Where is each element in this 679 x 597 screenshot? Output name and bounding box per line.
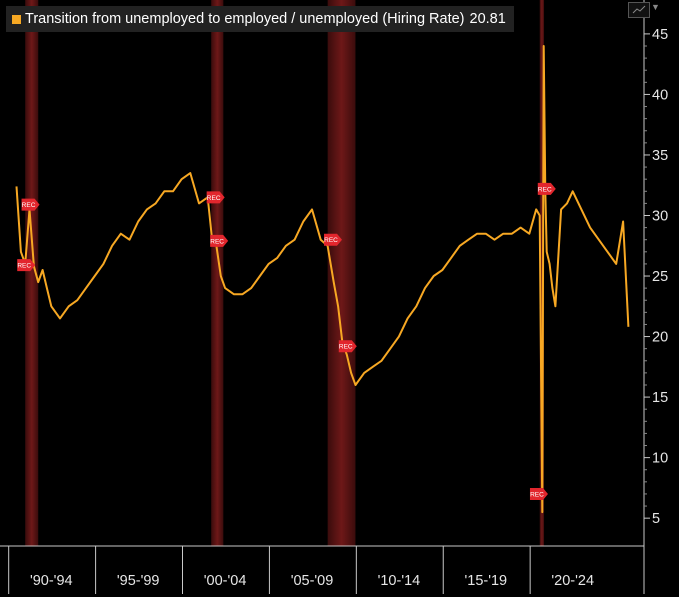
axes: 5 10 15 20 25 30 35 40 45 '90-'94 '95-'99 '00-'04 '0… — [0, 0, 668, 594]
legend: Transition from unemployed to employed /… — [6, 6, 514, 32]
chevron-down-icon[interactable]: ▼ — [651, 2, 660, 12]
rec-marker-shape — [206, 191, 225, 204]
rec-marker-shape — [537, 182, 556, 195]
rec-marker: REC — [529, 487, 548, 500]
x-tick-label: '90-'94 — [30, 573, 73, 589]
rec-marker: REC — [338, 340, 357, 353]
recession-band — [211, 0, 224, 546]
legend-series-name: Transition from unemployed to employed /… — [25, 11, 465, 27]
rec-marker-label: REC — [339, 344, 353, 351]
rec-marker: REC — [17, 259, 36, 272]
legend-last-value: 20.81 — [469, 11, 506, 27]
series-line — [15, 45, 630, 514]
mini-chart-icon — [632, 5, 646, 14]
rec-markers: REC REC REC REC REC REC REC REC — [17, 182, 556, 500]
y-tick-label: 5 — [652, 511, 660, 527]
y-tick-label: 45 — [652, 27, 668, 43]
rec-marker-shape — [21, 198, 40, 211]
x-tick-label: '20-'24 — [551, 573, 594, 589]
rec-marker-shape — [17, 259, 36, 272]
legend-swatch — [12, 14, 21, 24]
y-tick-label: 20 — [652, 330, 668, 346]
recession-band — [25, 0, 39, 546]
rec-marker-label: REC — [538, 186, 552, 193]
y-tick-label: 15 — [652, 390, 668, 406]
rec-marker: REC — [323, 233, 342, 246]
y-tick-label: 10 — [652, 451, 668, 467]
chart-options-icon[interactable] — [628, 2, 650, 18]
rec-marker-shape — [323, 233, 342, 246]
y-tick-label: 40 — [652, 87, 668, 103]
x-tick-label: '00-'04 — [204, 573, 247, 589]
rec-marker: REC — [21, 198, 40, 211]
y-tick-label: 35 — [652, 148, 668, 164]
rec-marker-label: REC — [530, 491, 544, 498]
recession-bands — [25, 0, 545, 546]
rec-marker-label: REC — [210, 238, 224, 245]
rec-marker: REC — [206, 191, 225, 204]
rec-marker-label: REC — [22, 202, 36, 209]
y-tick-label: 25 — [652, 269, 668, 285]
rec-marker-shape — [210, 234, 229, 247]
recession-band — [539, 0, 545, 546]
x-tick-label: '05-'09 — [291, 573, 334, 589]
rec-marker-label: REC — [17, 263, 31, 270]
rec-marker-label: REC — [324, 237, 338, 244]
rec-marker: REC — [210, 234, 229, 247]
rec-marker: REC — [537, 182, 556, 195]
x-tick-label: '10-'14 — [378, 573, 421, 589]
rec-marker-label: REC — [207, 195, 221, 202]
y-tick-label: 30 — [652, 208, 668, 224]
series-line-layer — [15, 45, 630, 514]
rec-marker-shape — [529, 487, 548, 500]
rec-marker-shape — [338, 340, 357, 353]
x-tick-label: '15-'19 — [465, 573, 508, 589]
x-tick-label: '95-'99 — [117, 573, 160, 589]
